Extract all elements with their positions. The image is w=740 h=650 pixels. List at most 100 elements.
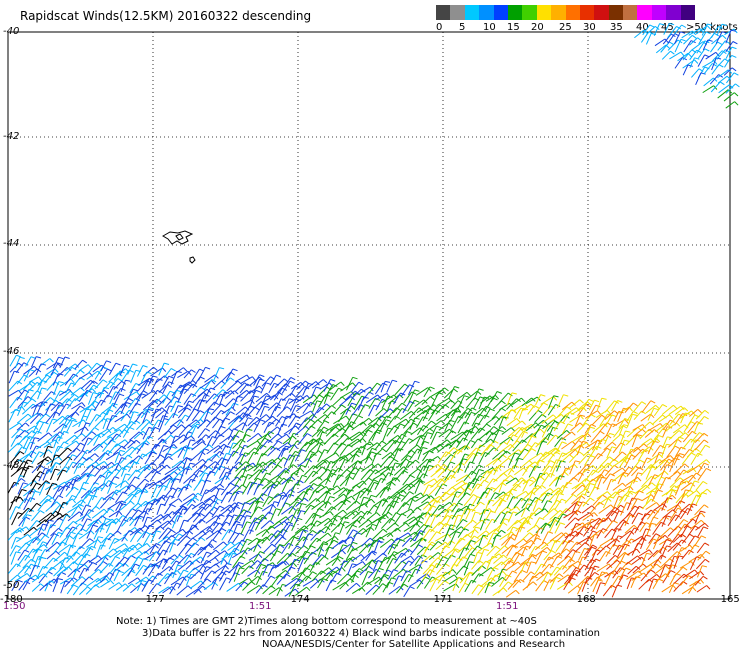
wind-barb (238, 434, 247, 447)
wind-barb (332, 581, 346, 591)
wind-barb (499, 443, 511, 454)
wind-barb (199, 560, 207, 572)
wind-barb (328, 517, 333, 523)
wind-barb (126, 476, 136, 489)
wind-barb (295, 465, 302, 476)
wind-barb (156, 503, 162, 515)
wind-barb (130, 570, 136, 574)
wind-barb (257, 544, 262, 549)
wind-barb (127, 577, 138, 585)
wind-barb (339, 391, 352, 399)
wind-barb (582, 512, 595, 521)
wind-barb (261, 431, 270, 442)
wind-barb (522, 403, 532, 412)
wind-barb (531, 435, 537, 439)
wind-barb (72, 454, 77, 458)
wind-barb (122, 514, 128, 519)
wind-barb (96, 362, 102, 367)
wind-barb (418, 564, 423, 570)
wind-barb (187, 370, 192, 376)
wind-barb (227, 509, 232, 514)
wind-barb (86, 524, 94, 539)
wind-barb (532, 575, 538, 579)
wind-barb (109, 378, 119, 388)
wind-barb (170, 447, 183, 457)
wind-barb (588, 486, 596, 498)
wind-barb (182, 447, 189, 459)
wind-barb (530, 561, 537, 564)
wind-barb (375, 499, 383, 513)
wind-barb (211, 522, 220, 533)
wind-barb (580, 495, 586, 500)
wind-barb (598, 422, 608, 433)
wind-barb (345, 415, 350, 421)
wind-barb (192, 383, 198, 388)
wind-barb (611, 467, 623, 476)
wind-barb (53, 423, 64, 433)
wind-barb (345, 582, 357, 593)
wind-barb (198, 410, 207, 422)
wind-barb (522, 439, 527, 444)
wind-barb (169, 495, 175, 498)
wind-barb (269, 406, 277, 420)
wind-barb (415, 568, 421, 572)
wind-barb (583, 526, 589, 530)
wind-barb (9, 362, 20, 373)
wind-barb (540, 488, 551, 496)
wind-barb (128, 547, 134, 551)
wind-barb (121, 459, 133, 470)
colorbar-segment (608, 5, 624, 20)
wind-barb (101, 427, 114, 438)
wind-barb (171, 529, 176, 534)
wind-barb (444, 430, 453, 440)
wind-barb (471, 475, 480, 489)
wind-barb (18, 516, 26, 527)
wind-barb (304, 470, 314, 483)
wind-barb (507, 579, 518, 590)
wind-barb (54, 468, 60, 471)
wind-barb (260, 395, 267, 408)
wind-barb (100, 579, 111, 588)
wind-barb (136, 467, 146, 479)
wind-barb (472, 469, 480, 483)
wind-barb (549, 540, 556, 553)
wind-barb (653, 404, 663, 417)
wind-barb (638, 512, 643, 516)
wind-barb (232, 562, 240, 577)
wind-barb (471, 452, 478, 464)
wind-barb (122, 439, 132, 449)
wind-barb (345, 519, 358, 529)
wind-barb (512, 477, 523, 487)
wind-barb (637, 476, 642, 482)
wind-barb (81, 402, 86, 407)
wind-barb (668, 430, 680, 440)
wind-barb (88, 569, 99, 579)
wind-barb (274, 544, 280, 555)
wind-barb (80, 464, 92, 476)
wind-barb (168, 586, 173, 591)
wind-barb (307, 488, 313, 491)
wind-barb (267, 447, 277, 457)
wind-barb (569, 523, 577, 537)
wind-barb (41, 387, 47, 390)
wind-barb (394, 552, 403, 564)
wind-barb (28, 381, 38, 391)
wind-barb (123, 527, 136, 537)
wind-barb (282, 398, 290, 411)
wind-barb (37, 523, 44, 536)
wind-barb (38, 512, 52, 523)
wind-barb (381, 472, 389, 484)
wind-barb (230, 411, 235, 415)
wind-barb (34, 425, 39, 431)
wind-barb (463, 527, 469, 531)
wind-barb (211, 380, 216, 385)
wind-barb (233, 466, 239, 470)
wind-barb (465, 508, 471, 511)
wind-barb (520, 503, 528, 518)
wind-barb (618, 510, 624, 513)
wind-barb (494, 492, 500, 495)
wind-barb (157, 464, 168, 473)
wind-barb (540, 465, 550, 478)
wind-barb (546, 523, 552, 526)
wind-barb (259, 406, 265, 418)
